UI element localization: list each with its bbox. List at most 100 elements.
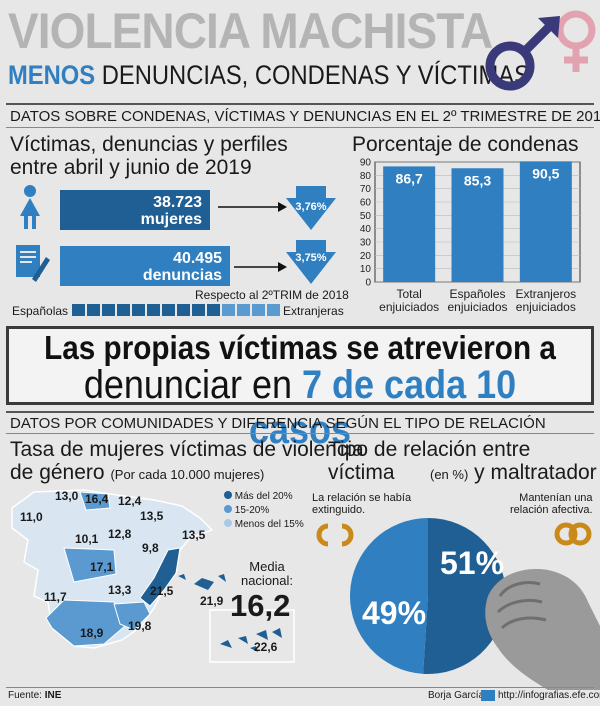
subtitle-highlight: MENOS (8, 60, 96, 90)
woman-icon (20, 185, 40, 229)
rate-title-line2: de género (10, 461, 105, 484)
source-name: INE (44, 690, 62, 701)
foreign-square (222, 304, 235, 316)
y-tick-label: 20 (360, 251, 372, 262)
women-change: 3,76% (295, 201, 327, 213)
legend-label: Más del 20% (234, 491, 293, 502)
convictions-title: Porcentaje de condenas (352, 133, 579, 156)
ended-note-1: La relación se había (312, 492, 412, 504)
spanish-label: Españolas (12, 304, 69, 318)
rate-title-line1: Tasa de mujeres víctimas de violencia (10, 438, 364, 461)
subtitle-rest: DENUNCIAS, CONDENAS Y VÍCTIMAS (95, 60, 530, 90)
region-value: 11,7 (44, 590, 67, 604)
document-pencil-icon (16, 245, 50, 282)
relation-title-line2: (en %) y maltratador (430, 461, 597, 486)
national-label-1: Media (249, 559, 285, 574)
wedding-rings-icon (554, 522, 592, 546)
legend-dot (224, 491, 232, 499)
credits-url: http://infografias.efe.com (498, 690, 600, 701)
ended-note-2: extinguido. (312, 504, 366, 516)
highlight-banner: Las propias víctimas se atrevieron a den… (6, 326, 594, 452)
women-value: 38.723 (153, 194, 202, 211)
spanish-square (87, 304, 100, 316)
victims-title-line2: entre abril y junio de 2019 (10, 156, 252, 179)
section-divider (6, 411, 594, 413)
national-average-value: 16,2 (230, 588, 291, 623)
spanish-square (72, 304, 85, 316)
section-divider (6, 433, 594, 434)
victims-title-line1: Víctimas, denuncias y perfiles (10, 133, 288, 156)
region-value: 17,1 (90, 560, 114, 574)
main-subtitle: MENOS DENUNCIAS, CONDENAS Y VÍCTIMAS (8, 60, 530, 91)
spanish-square (177, 304, 190, 316)
main-title: VIOLENCIA MACHISTA (8, 3, 493, 59)
broken-rings-icon (316, 523, 354, 547)
region-value: 16,4 (85, 492, 109, 506)
compare-note: Respecto al 2ºTRIM de 2018 (195, 288, 349, 302)
region-value: 21,9 (200, 594, 224, 608)
region-value: 13,3 (108, 583, 132, 597)
convictions-chart: 010203040506070809086,7Totalenjuiciados8… (360, 158, 581, 314)
spanish-square (147, 304, 160, 316)
pie-slice-ended (350, 518, 428, 674)
legend-dot (224, 505, 232, 513)
region-value: 12,4 (118, 494, 142, 508)
complaints-change: 3,75% (295, 252, 327, 264)
banner-line1: Las propias víctimas se atrevieron a (44, 329, 556, 366)
pie-label-ongoing: 51% (440, 545, 504, 581)
section2-heading: DATOS POR COMUNIDADES Y DIFERENCIA SEGÚN… (10, 415, 546, 432)
foreign-square (237, 304, 250, 316)
legend-label: Menos del 15% (234, 519, 304, 530)
complaints-label: denuncias (142, 267, 222, 284)
section-divider (6, 103, 594, 105)
bar (451, 168, 504, 282)
region-value: 18,9 (80, 626, 104, 640)
section-divider (6, 127, 594, 128)
gender-symbols-icon (485, 10, 596, 91)
y-tick-label: 60 (360, 198, 372, 209)
region-value: 12,8 (108, 527, 132, 541)
relation-pie-chart: 51% 49% (350, 518, 507, 674)
bar-value-label: 86,7 (396, 170, 423, 186)
national-average-label: Media nacional: (232, 560, 302, 588)
national-label-2: nacional: (240, 573, 294, 588)
foreign-square (267, 304, 280, 316)
y-tick-label: 30 (360, 238, 372, 249)
pie-slice-ongoing (423, 518, 507, 674)
y-tick-label: 40 (360, 224, 372, 235)
down-arrow-icon (286, 240, 336, 284)
bar (383, 166, 436, 282)
spanish-square (117, 304, 130, 316)
spanish-square (207, 304, 220, 316)
ongoing-note: Mantenían una relación afectiva. (510, 492, 593, 516)
ended-note: La relación se había extinguido. (312, 492, 411, 516)
pie-label-ended: 49% (362, 595, 426, 631)
region-value: 10,1 (75, 532, 99, 546)
region-value: 13,5 (182, 528, 206, 542)
complaints-bar: 40.495 denuncias (60, 246, 230, 286)
region-value: 19,8 (128, 619, 152, 633)
category-label: enjuiciados (516, 300, 576, 314)
y-tick-label: 80 (360, 171, 372, 182)
women-bar: 38.723 mujeres (60, 190, 210, 230)
relation-title-note: (en %) (430, 467, 469, 482)
complaints-value: 40.495 (173, 250, 222, 267)
category-label: Españoles (449, 287, 505, 301)
foreign-label: Extranjeras (283, 304, 344, 318)
category-label: Extranjeros (515, 287, 576, 301)
map-legend: Más del 20% 15-20% Menos del 15% (224, 490, 304, 532)
source-prefix: Fuente: (8, 690, 45, 701)
spain-map (11, 489, 295, 663)
arrow-right-icon (218, 202, 287, 212)
banner-line2-pre: denunciar en (83, 363, 303, 407)
region-value: 21,5 (150, 584, 174, 598)
y-tick-label: 10 (360, 264, 372, 275)
bar-value-label: 90,5 (532, 165, 559, 181)
spanish-square (102, 304, 115, 316)
relation-title-rest: y maltratador (468, 461, 597, 484)
fist-icon (485, 569, 600, 690)
foreign-square (252, 304, 265, 316)
author: Borja García (428, 690, 485, 701)
victims-title: Víctimas, denuncias y perfiles entre abr… (10, 133, 288, 179)
women-label: mujeres (140, 211, 202, 228)
